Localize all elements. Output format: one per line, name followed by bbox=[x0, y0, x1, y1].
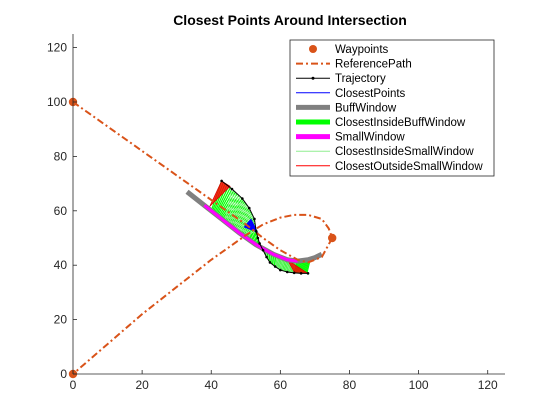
trajectory-point bbox=[256, 236, 260, 240]
trajectory-point bbox=[253, 217, 256, 221]
trajectory-point bbox=[306, 272, 310, 275]
plot-area bbox=[68, 97, 337, 379]
legend-label: ClosestPoints bbox=[335, 88, 406, 100]
legend-entry: ClosestPoints bbox=[296, 88, 406, 100]
closest-inside-small-window-line bbox=[232, 200, 245, 228]
x-tick-label: 0 bbox=[70, 378, 77, 392]
closest-inside-small-window-line bbox=[226, 190, 235, 222]
legend-label: ClosestInsideBuffWindow bbox=[335, 117, 466, 129]
closest-inside-small-window-line bbox=[224, 188, 233, 221]
legend-items: Waypoints ReferencePath Trajectory ClosestP… bbox=[296, 44, 483, 173]
trajectory-point bbox=[279, 268, 282, 272]
legend-entry: SmallWindow bbox=[296, 132, 405, 144]
legend: Waypoints ReferencePath Trajectory ClosestP… bbox=[289, 39, 495, 177]
legend-label: Waypoints bbox=[335, 44, 389, 56]
trajectory-point bbox=[285, 270, 289, 274]
legend-label: ReferencePath bbox=[335, 59, 412, 71]
trajectory-point bbox=[247, 206, 251, 210]
y-tick-label: 120 bbox=[47, 41, 67, 55]
trajectory-point bbox=[265, 255, 268, 259]
legend-entry: ClosestOutsideSmallWindow bbox=[296, 161, 483, 173]
closest-inside-small-window-line bbox=[237, 206, 249, 232]
closest-inside-small-window-line bbox=[231, 198, 243, 226]
x-tick-label: 120 bbox=[478, 378, 498, 392]
legend-marker-trajectory bbox=[311, 76, 315, 80]
legend-marker-waypoints bbox=[309, 45, 317, 53]
closest-inside-small-window-line bbox=[238, 207, 250, 233]
chart-title: Closest Points Around Intersection bbox=[173, 12, 407, 28]
trajectory-point bbox=[254, 229, 258, 233]
x-tick-label: 80 bbox=[343, 378, 357, 392]
y-tick-label: 100 bbox=[47, 95, 67, 109]
legend-entry: ReferencePath bbox=[296, 59, 412, 71]
legend-label: ClosestInsideSmallWindow bbox=[335, 146, 474, 158]
trajectory-point bbox=[261, 248, 265, 252]
trajectory-point bbox=[220, 179, 223, 183]
closest-inside-small-window-line bbox=[234, 202, 246, 229]
legend-entry: ClosestInsideSmallWindow bbox=[296, 146, 474, 158]
trajectory-point bbox=[258, 242, 261, 245]
closest-inside-small-window-line bbox=[230, 196, 241, 225]
y-tick-label: 40 bbox=[54, 258, 68, 272]
legend-label: Trajectory bbox=[335, 73, 386, 85]
closest-inside-small-window-line bbox=[239, 210, 251, 234]
waypoint-marker bbox=[328, 233, 337, 243]
closest-points-patch bbox=[243, 218, 259, 234]
closest-inside-buff-window-line bbox=[217, 188, 233, 216]
x-tick-label: 20 bbox=[135, 378, 149, 392]
x-tick-label: 40 bbox=[205, 378, 219, 392]
closest-inside-small-window-line bbox=[228, 194, 239, 224]
small-window-line bbox=[203, 204, 298, 263]
closest-inside-buff-window-line bbox=[216, 187, 231, 215]
axes: 0 20 40 60 80 100 120 0 20 40 60 80 100 120 bbox=[47, 34, 505, 392]
y-tick-label: 0 bbox=[60, 367, 67, 381]
x-tick-label: 60 bbox=[274, 378, 288, 392]
legend-entry: ClosestInsideBuffWindow bbox=[296, 117, 466, 129]
closest-inside-buff-window-line bbox=[215, 186, 230, 214]
legend-box bbox=[289, 39, 495, 177]
reference-path-line bbox=[72, 101, 334, 375]
legend-entry: BuffWindow bbox=[296, 102, 397, 114]
legend-label: BuffWindow bbox=[335, 102, 397, 114]
trajectory-point bbox=[273, 265, 277, 268]
trajectory-point bbox=[241, 197, 244, 200]
trajectory-point bbox=[299, 272, 303, 275]
legend-entry: Waypoints bbox=[309, 44, 389, 56]
legend-label: SmallWindow bbox=[335, 132, 405, 144]
legend-label: ClosestOutsideSmallWindow bbox=[335, 161, 483, 173]
x-tick-label: 100 bbox=[409, 378, 429, 392]
legend-entry: Trajectory bbox=[296, 73, 386, 85]
closest-inside-small-window-line bbox=[235, 204, 247, 231]
closest-inside-small-window-line bbox=[241, 212, 252, 235]
closest-inside-small-window-line bbox=[227, 192, 237, 223]
trajectory-point bbox=[268, 261, 272, 264]
trajectory-point bbox=[230, 187, 234, 191]
closest-inside-buff-window-line bbox=[218, 190, 235, 217]
closest-outside-small-window-patch bbox=[209, 180, 231, 207]
y-tick-label: 60 bbox=[54, 204, 68, 218]
closest-inside-buff-window-line bbox=[222, 195, 240, 219]
y-tick-label: 20 bbox=[54, 313, 68, 327]
y-tick-label: 80 bbox=[54, 149, 68, 163]
trajectory-point bbox=[292, 271, 296, 275]
